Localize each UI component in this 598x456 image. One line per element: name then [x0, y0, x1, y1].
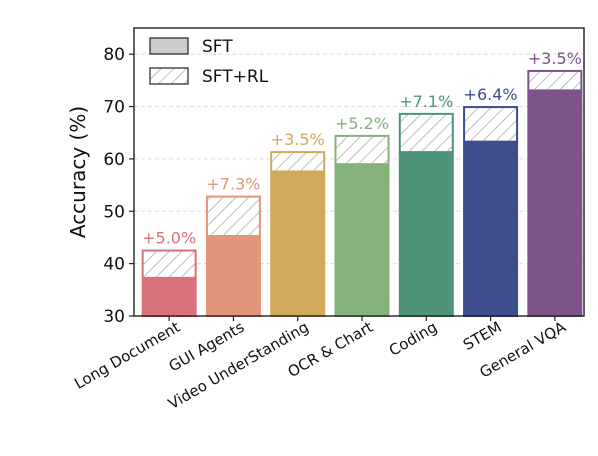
- bar-sft: [271, 170, 325, 316]
- bar-sft: [142, 276, 196, 316]
- x-tick-label: Long Document: [71, 318, 183, 393]
- y-tick-label: 50: [103, 202, 125, 222]
- plot-frame: [133, 27, 585, 317]
- bar-rl-gain-hatch: [206, 196, 260, 235]
- data-label: +7.3%: [206, 175, 260, 194]
- data-label: +6.4%: [464, 85, 518, 104]
- data-label: +7.1%: [399, 92, 453, 111]
- bar-sft: [528, 89, 582, 316]
- bar-rl-gain-hatch: [464, 107, 518, 141]
- bar-rl-gain-hatch: [335, 135, 389, 164]
- legend-swatch-sft-rl: [149, 67, 189, 85]
- bar-sft: [335, 163, 389, 316]
- legend-label-sft: SFT: [202, 37, 233, 57]
- data-label: +5.2%: [335, 114, 389, 133]
- data-label: +5.0%: [142, 229, 196, 248]
- bar-rl-gain-hatch: [271, 152, 325, 171]
- legend-swatch-sft: [149, 37, 189, 55]
- bar-rl-gain-hatch: [399, 113, 453, 152]
- data-label: +3.5%: [271, 130, 325, 149]
- bar-rl-gain-hatch: [142, 250, 196, 277]
- y-tick-label: 60: [103, 150, 125, 170]
- y-tick-label: 70: [103, 98, 125, 118]
- y-tick-label: 80: [103, 45, 125, 65]
- x-tick-label: Coding: [386, 318, 440, 360]
- data-label: +3.5%: [528, 49, 582, 68]
- y-tick-label: 40: [103, 255, 125, 275]
- x-tick-label: STEM: [460, 318, 505, 354]
- bar-sft: [206, 234, 260, 316]
- bar-sft: [399, 151, 453, 316]
- bar-sft: [464, 140, 518, 316]
- y-axis-label: Accuracy (%): [66, 106, 90, 238]
- legend-label-sft-rl: SFT+RL: [202, 67, 269, 87]
- bar-rl-gain-hatch: [528, 70, 582, 90]
- y-tick-label: 30: [103, 307, 125, 327]
